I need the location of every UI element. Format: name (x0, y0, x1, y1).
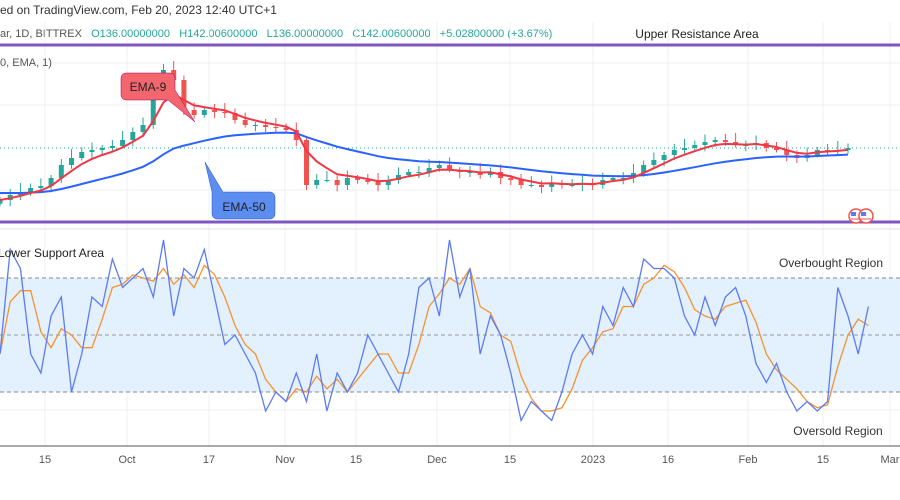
candle (692, 140, 698, 151)
candle (263, 119, 269, 132)
open-value: O136.00000000 (91, 28, 171, 40)
candle (671, 144, 677, 160)
candle (304, 137, 310, 190)
candle (69, 149, 75, 169)
lower-support-label: Lower Support Area (0, 246, 104, 260)
x-tick-label: 16 (662, 454, 674, 466)
candle (344, 170, 350, 190)
x-tick-label: 15 (350, 454, 362, 466)
candle (825, 144, 831, 157)
change-value: +5.02800000 (+3.67%) (439, 28, 553, 40)
x-tick-label: Oct (118, 454, 135, 466)
candle (89, 142, 95, 159)
ohlc-legend: ar, 1D, BITTREX O136.00000000 H142.00600… (0, 28, 552, 40)
candle (212, 104, 218, 119)
candle (682, 139, 688, 154)
candle (457, 167, 463, 179)
ema9-callout: EMA-9 (120, 72, 196, 123)
close-value: C142.00600000 (352, 28, 431, 40)
x-tick-label: 15 (817, 454, 829, 466)
ema9-label: EMA-9 (130, 80, 167, 94)
candle (48, 175, 54, 193)
overbought-label: Overbought Region (779, 256, 883, 270)
ema50-callout: EMA-50 (204, 161, 276, 220)
candle (130, 127, 136, 147)
candle (252, 122, 258, 132)
candle (334, 175, 340, 192)
x-tick-label: 17 (203, 454, 215, 466)
x-tick-label: Nov (275, 454, 295, 466)
candle (314, 174, 320, 189)
candle (38, 178, 44, 191)
candle (395, 167, 401, 184)
candle (120, 131, 126, 149)
candle (109, 140, 115, 152)
us-flag-event-icon[interactable] (848, 208, 874, 224)
ema9-line (0, 93, 849, 201)
candle (569, 179, 575, 188)
x-tick-label: 2023 (581, 454, 605, 466)
candle (140, 117, 146, 137)
symbol-label: ar, 1D, BITTREX (0, 28, 82, 40)
candle (630, 164, 636, 183)
candle (17, 183, 23, 200)
x-tick-label: Dec (427, 454, 447, 466)
candle (385, 175, 391, 190)
candle (0, 197, 3, 207)
x-tick-label: Feb (739, 454, 758, 466)
upper-resistance-label: Upper Resistance Area (635, 27, 759, 41)
candle (324, 171, 330, 183)
oversold-label: Oversold Region (793, 424, 882, 438)
x-tick-label: 15 (39, 454, 51, 466)
candle (416, 166, 422, 179)
candle (99, 145, 105, 155)
candle (79, 147, 85, 161)
stoch-d-line (0, 264, 869, 412)
candle (242, 112, 248, 128)
candle (232, 108, 238, 124)
candle (651, 152, 657, 168)
indicator-label: 0, EMA, 1) (0, 57, 52, 69)
candle (620, 172, 626, 185)
ema50-label: EMA-50 (222, 200, 266, 214)
low-value: L136.00000000 (266, 28, 344, 40)
high-value: H142.00600000 (179, 28, 258, 40)
candle (518, 174, 524, 189)
candle (283, 123, 289, 133)
x-tick-label: 15 (504, 454, 516, 466)
candle (845, 143, 851, 154)
candle (579, 174, 585, 192)
published-header: ed on TradingView.com, Feb 20, 2023 12:4… (0, 3, 277, 17)
stoch-k-line (0, 239, 870, 423)
ema50-line (0, 131, 849, 194)
candle (753, 135, 759, 150)
candle (201, 107, 207, 118)
candle (293, 122, 299, 147)
x-tick-label: Mar (881, 454, 900, 466)
candle (641, 160, 647, 177)
candle (784, 141, 790, 162)
